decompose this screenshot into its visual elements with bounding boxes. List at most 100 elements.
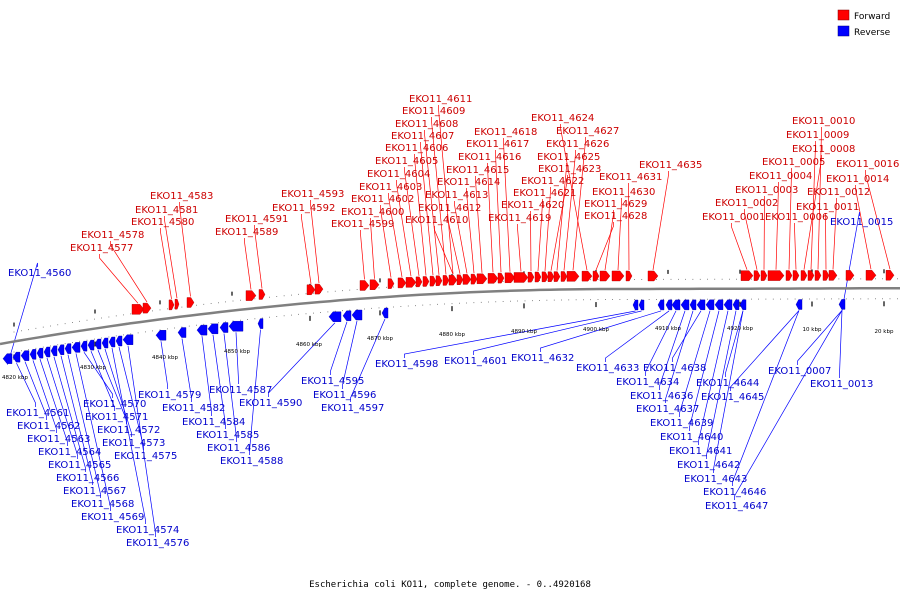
reverse-leader-line bbox=[404, 310, 636, 358]
forward-leader-line bbox=[420, 142, 434, 276]
reverse-leader-line bbox=[713, 310, 744, 473]
reverse-gene-arrow bbox=[381, 307, 389, 319]
reverse-leader-line bbox=[212, 334, 226, 429]
reverse-gene-arrow bbox=[71, 342, 81, 353]
forward-gene-arrow bbox=[442, 275, 450, 286]
legend: Forward Reverse bbox=[837, 9, 891, 38]
forward-gene-label: EKO11_0005 bbox=[762, 157, 825, 168]
reverse-gene-label: EKO11_4584 bbox=[182, 417, 245, 428]
forward-gene-label: EKO11_4600 bbox=[341, 207, 404, 218]
reverse-leader-line bbox=[330, 321, 348, 375]
reverse-gene-arrow bbox=[328, 311, 342, 322]
forward-leader-line bbox=[810, 141, 816, 270]
reverse-gene-arrow bbox=[108, 336, 116, 348]
reverse-leader-line bbox=[679, 310, 711, 417]
reverse-gene-arrow bbox=[671, 299, 681, 311]
scale-label: 4910 kbp bbox=[655, 326, 681, 332]
forward-gene-label: EKO11_0010 bbox=[792, 116, 855, 127]
reverse-gene-label: EKO11_4572 bbox=[97, 425, 160, 436]
forward-leader-line bbox=[99, 254, 139, 304]
reverse-leader-line bbox=[32, 360, 57, 433]
reverse-gene-arrow bbox=[20, 350, 30, 361]
forward-gene-label: EKO11_4603 bbox=[359, 182, 422, 193]
reverse-gene-label: EKO11_4569 bbox=[81, 512, 144, 523]
forward-gene-label: EKO11_4608 bbox=[395, 119, 458, 130]
forward-gene-label: EKO11_4609 bbox=[402, 106, 465, 117]
forward-gene-arrow bbox=[314, 283, 324, 295]
forward-gene-arrow bbox=[168, 299, 175, 311]
reverse-gene-arrow bbox=[29, 349, 37, 360]
forward-gene-arrow bbox=[245, 290, 257, 301]
forward-gene-label: EKO11_4617 bbox=[466, 139, 529, 150]
reverse-gene-arrow bbox=[2, 353, 13, 364]
reverse-gene-arrow bbox=[155, 330, 167, 341]
reverse-leader-line bbox=[473, 310, 642, 355]
legend-reverse-label: Reverse bbox=[854, 28, 891, 38]
reverse-gene-arrow bbox=[80, 340, 88, 352]
forward-leader-line bbox=[310, 200, 320, 284]
reverse-gene-arrow bbox=[657, 299, 665, 311]
reverse-leader-line bbox=[689, 310, 720, 431]
reverse-gene-arrow bbox=[351, 309, 363, 321]
forward-leader-line bbox=[595, 222, 614, 271]
forward-leader-line bbox=[396, 180, 412, 277]
forward-gene-arrow bbox=[822, 270, 830, 281]
forward-gene-label: EKO11_4614 bbox=[437, 177, 500, 188]
forward-gene-arrow bbox=[476, 273, 488, 284]
reverse-gene-label: EKO11_4566 bbox=[56, 473, 119, 484]
forward-leader-line bbox=[832, 198, 837, 270]
forward-gene-arrow bbox=[504, 272, 516, 283]
scale-label: 4900 kbp bbox=[583, 327, 609, 333]
reverse-leader-line bbox=[90, 350, 115, 411]
reverse-gene-label: EKO11_4573 bbox=[102, 438, 165, 449]
forward-gene-arrow bbox=[258, 289, 266, 300]
reverse-gene-label: EKO11_4576 bbox=[126, 538, 189, 549]
reverse-gene-label: EKO11_4637 bbox=[636, 404, 699, 415]
forward-gene-arrow bbox=[814, 270, 822, 281]
reverse-gene-label: EKO11_4598 bbox=[375, 359, 438, 370]
forward-gene-label: EKO11_4581 bbox=[135, 205, 198, 216]
forward-leader-line bbox=[556, 163, 567, 271]
forward-leader-line bbox=[865, 170, 891, 270]
forward-gene-label: EKO11_0016 bbox=[836, 159, 899, 170]
forward-gene-label: EKO11_0001 bbox=[702, 212, 765, 223]
reverse-leader-line bbox=[249, 329, 261, 455]
forward-leader-line bbox=[414, 154, 427, 276]
forward-gene-label: EKO11_4624 bbox=[531, 113, 594, 124]
reverse-gene-label: EKO11_4562 bbox=[17, 421, 80, 432]
forward-gene-label: EKO11_4580 bbox=[131, 217, 194, 228]
reverse-gene-label: EKO11_4642 bbox=[677, 460, 740, 471]
forward-leader-line bbox=[803, 155, 822, 270]
forward-gene-arrow bbox=[541, 271, 549, 283]
forward-gene-arrow bbox=[397, 277, 407, 289]
scale-label: 4840 kbp bbox=[152, 355, 178, 361]
forward-gene-arrow bbox=[186, 297, 195, 308]
reverse-leader-line bbox=[839, 310, 843, 378]
forward-leader-line bbox=[744, 209, 758, 270]
forward-gene-arrow bbox=[448, 274, 458, 286]
forward-gene-arrow bbox=[487, 273, 499, 284]
forward-gene-arrow bbox=[513, 272, 529, 283]
forward-gene-arrow bbox=[462, 274, 472, 285]
forward-gene-label: EKO11_4618 bbox=[474, 127, 537, 138]
reverse-gene-label: EKO11_4641 bbox=[669, 446, 732, 457]
reverse-gene-arrow bbox=[838, 299, 846, 310]
forward-gene-arrow bbox=[885, 270, 895, 281]
forward-gene-label: EKO11_4613 bbox=[425, 190, 488, 201]
reverse-leader-line bbox=[223, 333, 237, 442]
reverse-leader-line bbox=[540, 310, 662, 352]
reverse-gene-arrow bbox=[219, 322, 229, 333]
reverse-leader-line bbox=[75, 353, 111, 511]
reverse-gene-arrow bbox=[795, 299, 803, 310]
forward-gene-label: EKO11_4606 bbox=[385, 143, 448, 154]
scale-label: 4870 kbp bbox=[367, 336, 393, 342]
reverse-leader-line bbox=[268, 322, 336, 397]
scale-label: 4890 kbp bbox=[511, 329, 537, 335]
reverse-gene-label: EKO11_0013 bbox=[810, 379, 873, 390]
forward-leader-line bbox=[495, 150, 502, 273]
forward-gene-arrow bbox=[740, 270, 754, 281]
forward-gene-arrow bbox=[547, 271, 555, 282]
reverse-gene-label: EKO11_0007 bbox=[768, 366, 831, 377]
forward-gene-label: EKO11_4612 bbox=[418, 203, 481, 214]
